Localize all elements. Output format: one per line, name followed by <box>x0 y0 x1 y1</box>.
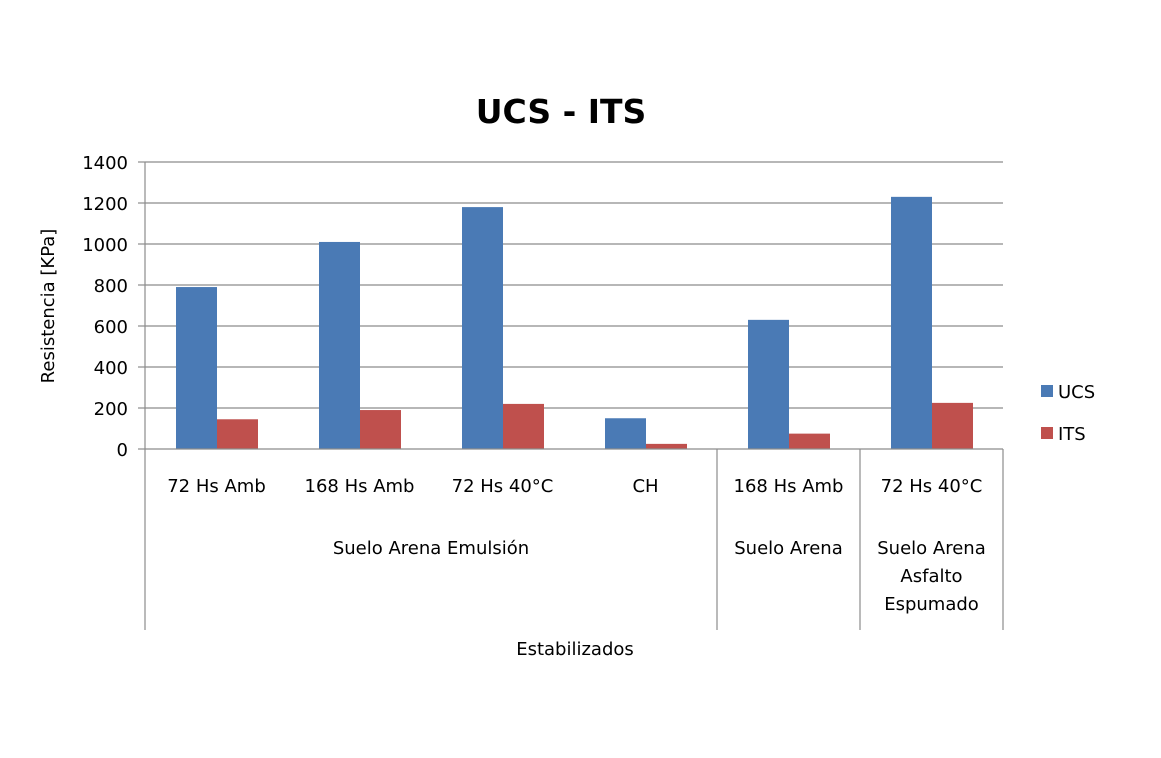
group-dividers <box>144 449 1004 630</box>
bar-its <box>360 410 401 449</box>
chart-title: UCS - ITS <box>476 92 647 131</box>
bar-its <box>789 433 830 449</box>
bar-ucs <box>319 241 360 449</box>
y-tick-label: 1200 <box>82 194 128 215</box>
bars <box>176 196 973 449</box>
legend-swatch-ucs <box>1041 385 1053 397</box>
bar-its <box>503 403 544 449</box>
legend: UCS ITS <box>1041 382 1095 445</box>
y-tick-label: 800 <box>94 276 128 297</box>
bar-ucs <box>176 287 217 449</box>
y-tick-label: 1400 <box>82 153 128 174</box>
bar-ucs <box>605 418 646 449</box>
y-tick-label: 0 <box>117 440 128 461</box>
legend-label-ucs: UCS <box>1058 382 1095 403</box>
group-label: Espumado <box>884 594 979 615</box>
x-category-label: 72 Hs 40°C <box>452 476 554 497</box>
group-labels: Suelo Arena Emulsión Suelo Arena Suelo Are… <box>333 538 986 615</box>
group-label: Asfalto <box>900 566 962 587</box>
bar-ucs <box>748 319 789 449</box>
x-category-label: 72 Hs 40°C <box>881 476 983 497</box>
bar-its <box>217 419 258 449</box>
legend-label-its: ITS <box>1058 424 1086 445</box>
bar-its <box>932 402 973 449</box>
x-category-label: 168 Hs Amb <box>734 476 844 497</box>
bar-ucs <box>891 196 932 449</box>
y-tick-label: 400 <box>94 358 128 379</box>
group-label: Suelo Arena <box>734 538 842 559</box>
bar-ucs <box>462 207 503 449</box>
x-category-label: 72 Hs Amb <box>167 476 266 497</box>
legend-swatch-its <box>1041 427 1053 439</box>
y-tick-label: 600 <box>94 317 128 338</box>
y-axis-label: Resistencia [KPa] <box>38 229 59 384</box>
bar-its <box>646 443 687 449</box>
group-label: Suelo Arena <box>877 538 985 559</box>
category-labels: 72 Hs Amb 168 Hs Amb 72 Hs 40°C CH 168 Hs Am… <box>167 476 982 497</box>
x-category-label: CH <box>632 476 658 497</box>
x-category-label: 168 Hs Amb <box>305 476 415 497</box>
axes <box>144 162 1003 450</box>
y-tick-label: 200 <box>94 399 128 420</box>
x-axis-label: Estabilizados <box>516 639 634 660</box>
y-tick-label: 1000 <box>82 235 128 256</box>
group-label: Suelo Arena Emulsión <box>333 538 529 559</box>
grid-lines: 0 200 400 600 800 1000 1200 1400 <box>82 153 1003 461</box>
